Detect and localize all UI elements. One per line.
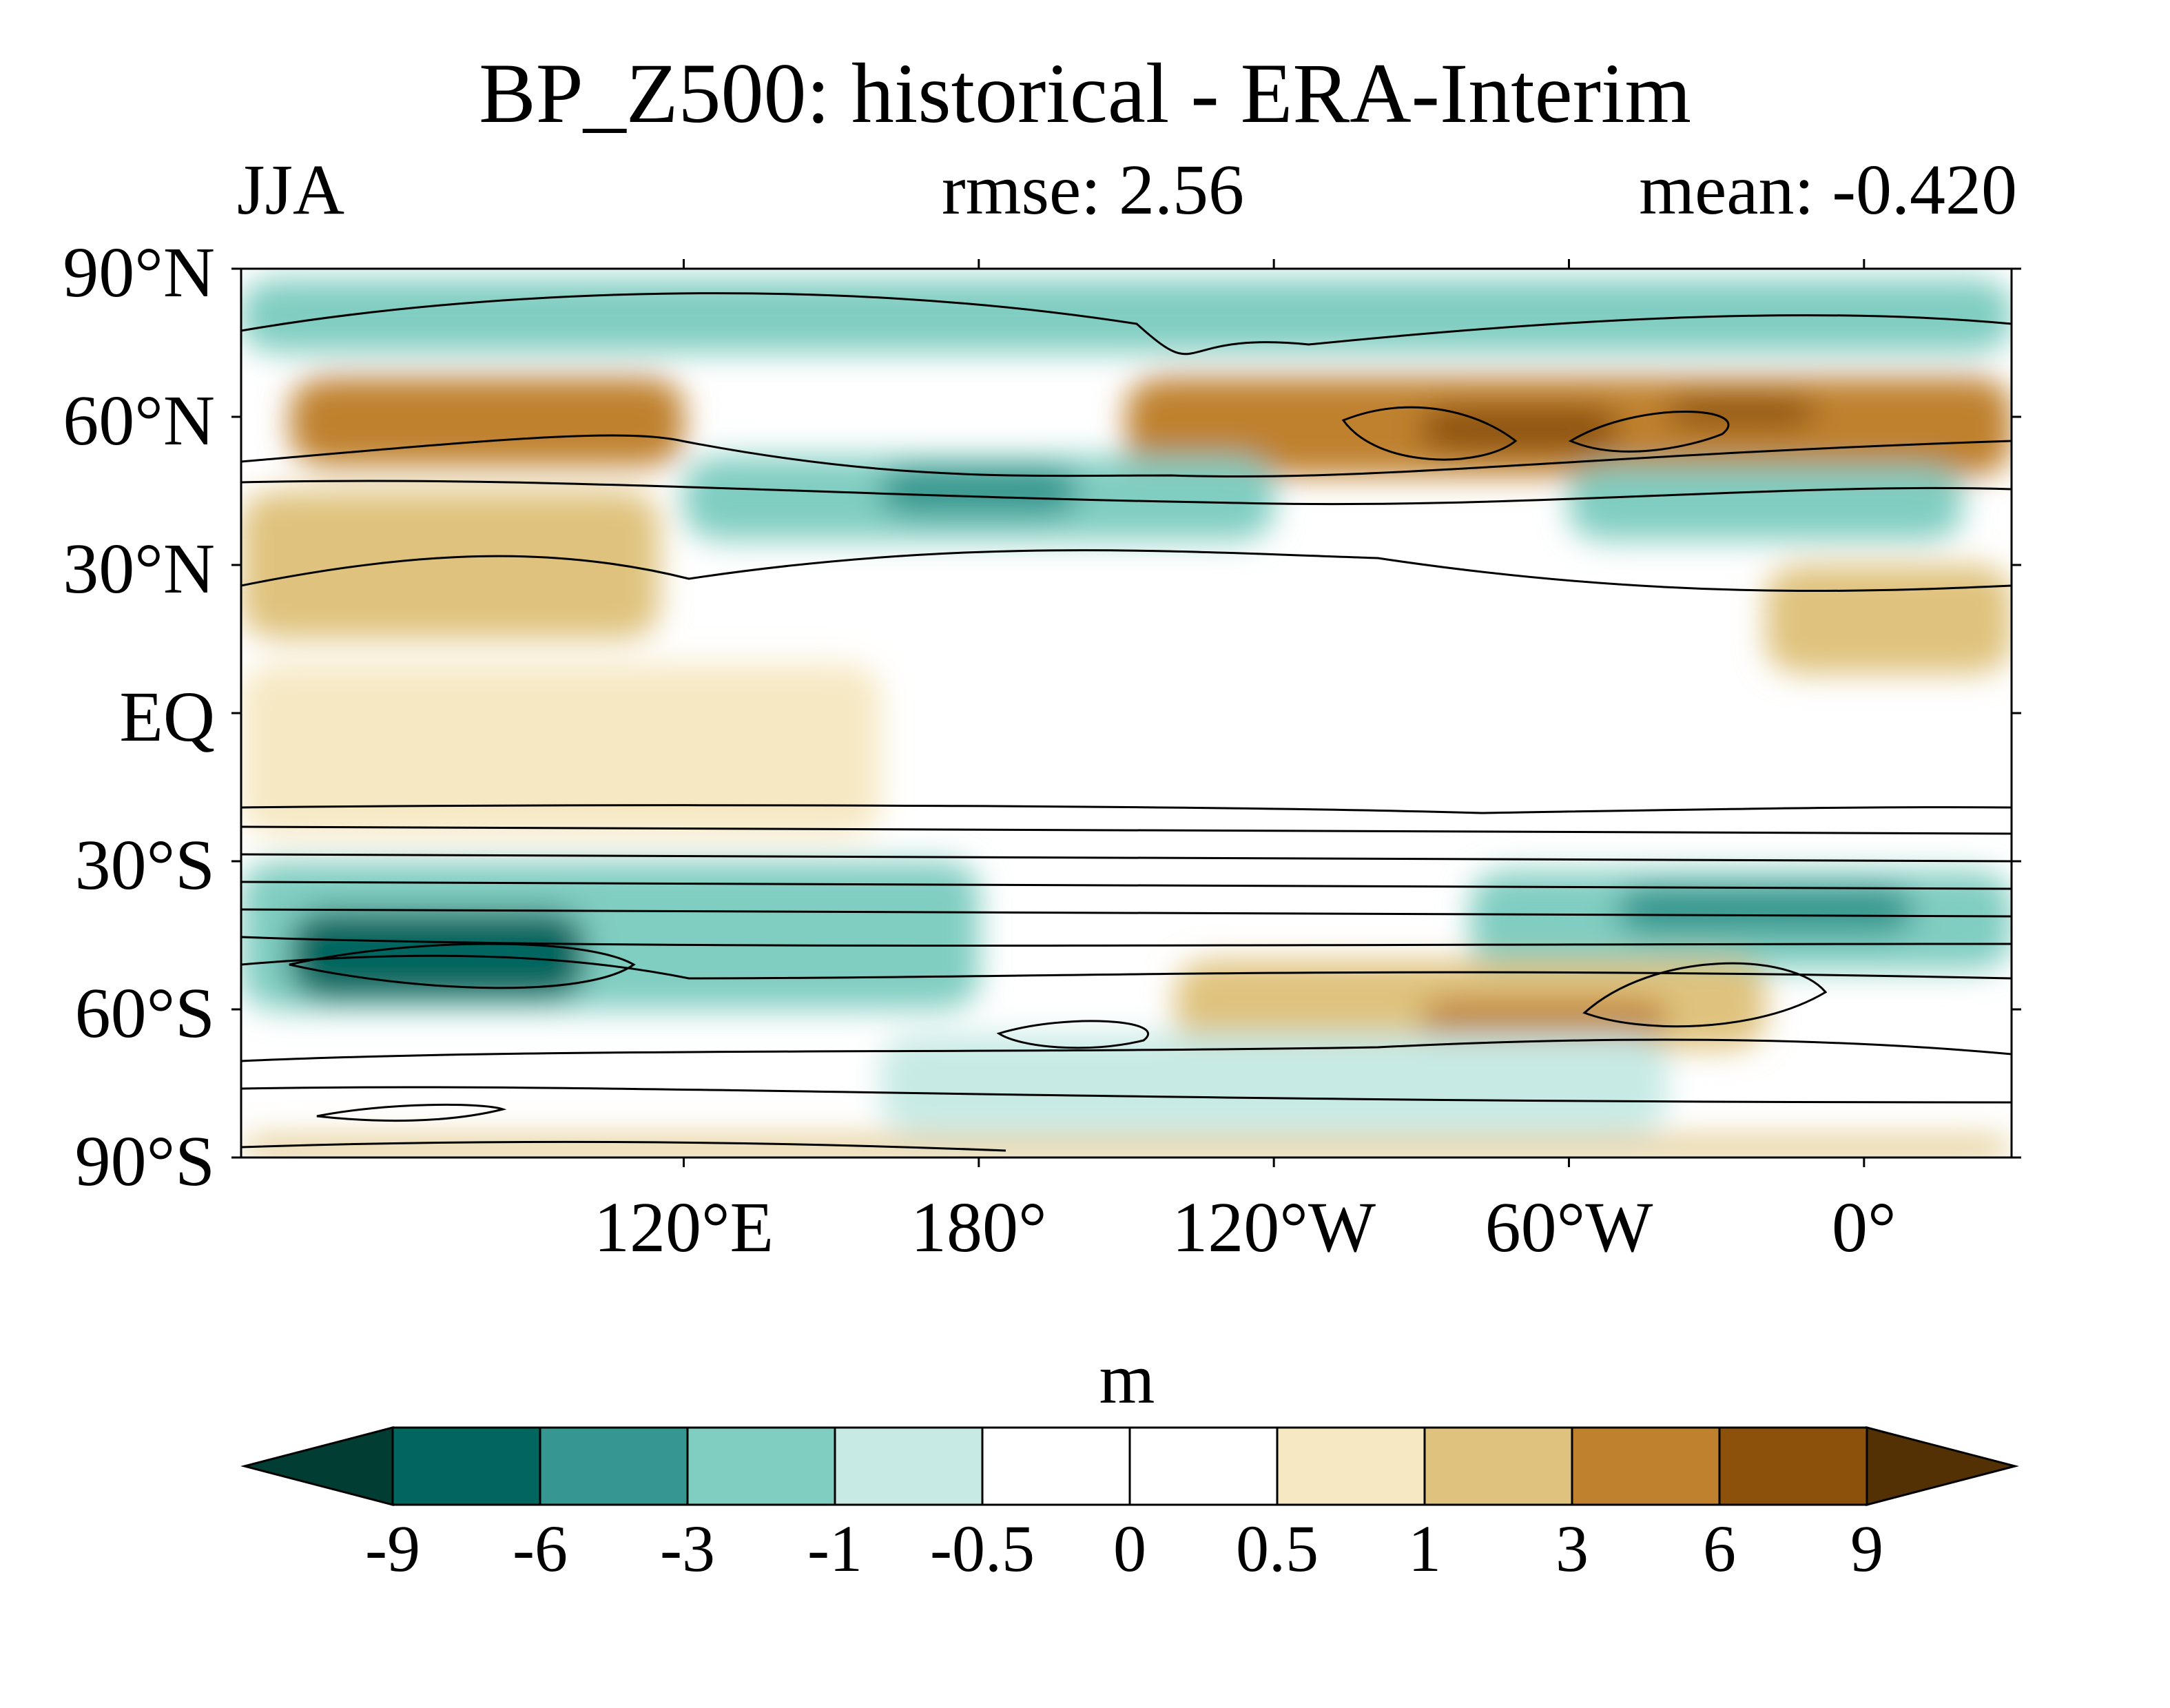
- colorbar-swatch: [834, 1426, 984, 1506]
- colorbar-swatch: [1718, 1426, 1868, 1506]
- anomaly-region-7: [1569, 466, 1963, 541]
- anomaly-region-6: [880, 466, 1077, 516]
- anomaly-field: [241, 269, 2012, 1157]
- season-label: JJA: [237, 150, 345, 229]
- colorbar-swatch: [1571, 1426, 1721, 1506]
- anomaly-region-4: [1667, 397, 1815, 427]
- axis-ticks: [231, 259, 2021, 1167]
- colorbar-level-label: -6: [513, 1512, 568, 1585]
- colorbar-swatch: [1128, 1426, 1279, 1506]
- anomaly-region-8: [241, 491, 659, 639]
- x-tick-label: 180°: [911, 1188, 1047, 1267]
- y-tick-label: 60°S: [74, 974, 215, 1053]
- colorbar-swatch: [539, 1426, 689, 1506]
- colorbar-level-label: 3: [1556, 1512, 1589, 1585]
- rmse-label: rmse: 2.56: [942, 150, 1245, 229]
- colorbar-level-label: -1: [807, 1512, 862, 1585]
- x-tick-label: 60°W: [1485, 1188, 1653, 1267]
- y-tick-label: 90°S: [74, 1122, 215, 1201]
- mean-label: mean: -0.420: [1639, 150, 2017, 229]
- anomaly-region-1: [290, 377, 684, 466]
- anomaly-region-17: [880, 1033, 1668, 1133]
- colorbar: [240, 1426, 2019, 1506]
- colorbar-swatch: [1276, 1426, 1426, 1506]
- anomaly-region-10: [241, 663, 881, 837]
- colorbar-level-label: -3: [660, 1512, 715, 1585]
- y-tick-label: EQ: [119, 677, 215, 757]
- colorbar-high-extension: [1866, 1426, 2019, 1506]
- colorbar-low-extension: [240, 1426, 394, 1506]
- x-tick-label: 120°W: [1172, 1188, 1376, 1267]
- anomaly-region-16: [1421, 999, 1668, 1039]
- colorbar-swatch: [391, 1426, 541, 1506]
- anomaly-region-14: [1618, 885, 1914, 936]
- chart-title: BP_Z500: historical - ERA-Interim: [479, 46, 1691, 141]
- colorbar-level-label: -9: [365, 1512, 420, 1585]
- y-tick-label: 30°S: [74, 825, 215, 905]
- y-tick-label: 60°N: [63, 381, 215, 460]
- colorbar-unit: m: [1099, 1339, 1155, 1419]
- anomaly-region-9: [1766, 565, 2012, 674]
- colorbar-level-label: 1: [1408, 1512, 1441, 1585]
- colorbar-swatch: [981, 1426, 1131, 1506]
- colorbar-swatch: [1423, 1426, 1573, 1506]
- anomaly-region-0: [241, 278, 2012, 353]
- anomaly-region-18: [241, 1138, 2012, 1157]
- y-tick-label: 30°N: [63, 529, 215, 608]
- y-tick-label: 90°N: [63, 233, 215, 312]
- colorbar-level-label: 0: [1113, 1512, 1146, 1585]
- colorbar-level-label: 9: [1850, 1512, 1883, 1585]
- colorbar-level-label: -0.5: [930, 1512, 1035, 1585]
- colorbar-level-label: 6: [1703, 1512, 1736, 1585]
- x-tick-label: 120°E: [593, 1188, 774, 1267]
- x-tick-label: 0°: [1832, 1188, 1897, 1267]
- anomaly-region-3: [1421, 407, 1618, 452]
- colorbar-swatch: [686, 1426, 836, 1506]
- colorbar-level-label: 0.5: [1236, 1512, 1319, 1585]
